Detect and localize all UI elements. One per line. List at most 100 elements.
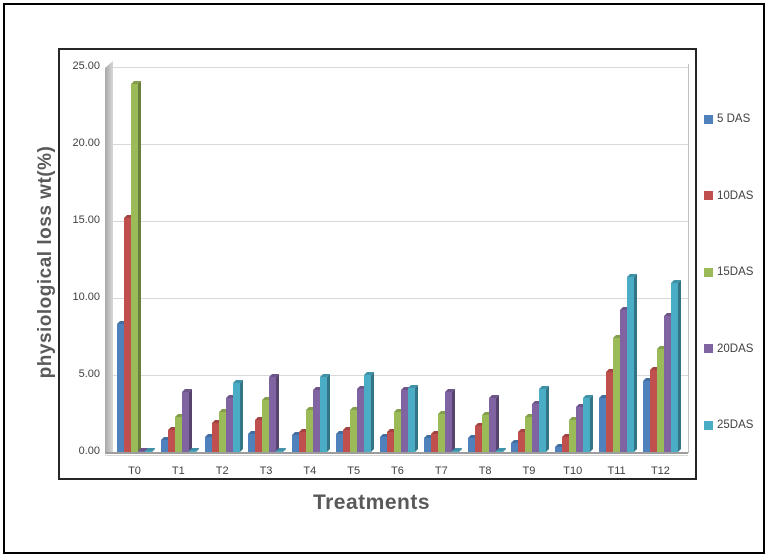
legend-entry: 5 DAS (704, 113, 750, 125)
x-tick-label: T9 (522, 465, 536, 477)
legend-swatch-icon (704, 114, 713, 124)
bar (343, 427, 354, 452)
y-tick-label: 5.00 (78, 368, 100, 380)
floor-line (105, 455, 688, 456)
bar (255, 416, 266, 452)
x-tick-label: T1 (171, 465, 185, 477)
bar (539, 385, 550, 452)
bar-side-face (634, 274, 638, 452)
bar (306, 407, 317, 452)
gridline (113, 144, 688, 145)
bar-side-face (677, 279, 681, 452)
legend-label: 15DAS (717, 266, 754, 278)
bar-side-face (546, 385, 550, 452)
bar-group-T2 (204, 379, 243, 452)
bar (444, 388, 455, 452)
x-tick-label: T4 (303, 465, 317, 477)
bar-group-T7 (423, 388, 462, 452)
bar (518, 428, 529, 452)
legend-label: 20DAS (717, 342, 754, 355)
bar (364, 372, 375, 452)
x-axis-title: Treatments (312, 491, 431, 514)
bar (437, 410, 448, 452)
bar (138, 448, 148, 452)
bar (467, 435, 478, 452)
bar (248, 430, 259, 452)
bar (269, 373, 280, 452)
x-tick-label: T5 (347, 465, 361, 477)
bar (430, 430, 441, 452)
y-axis-title: physiological loss wt(%) (35, 145, 56, 379)
legend-label: 25DAS (717, 419, 754, 431)
bar (511, 439, 522, 452)
bar (599, 395, 610, 452)
bar-group-T3 (248, 373, 287, 452)
gridline (113, 375, 688, 376)
x-tick-label: T3 (259, 465, 273, 477)
bar (160, 436, 171, 452)
bar (642, 378, 653, 452)
bar (656, 345, 667, 452)
bar (262, 396, 273, 452)
bar (276, 448, 287, 452)
bar (131, 80, 141, 452)
bar (663, 313, 674, 452)
bar-side-face (451, 388, 455, 452)
y-tick-label: 0.00 (78, 445, 100, 457)
bar (474, 422, 485, 452)
x-tick-label: T8 (478, 465, 492, 477)
bar (393, 408, 404, 452)
bar-group-T4 (292, 373, 331, 452)
bar (181, 388, 192, 452)
bar (576, 404, 587, 452)
bar-group-T8 (467, 395, 506, 452)
x-tick-label: T11 (607, 465, 626, 477)
gridline (113, 298, 688, 299)
bar (606, 368, 617, 452)
bar (386, 428, 397, 452)
bar (299, 428, 310, 452)
bar (124, 214, 134, 452)
bar-side-face (590, 395, 594, 452)
y-tick-label: 15.00 (72, 214, 100, 226)
bar (488, 395, 499, 452)
bar (204, 433, 215, 452)
bar (481, 412, 492, 452)
bar-group-T10 (555, 395, 594, 452)
bar-side-face (138, 80, 141, 452)
bar-group-T12 (642, 279, 681, 452)
bar (336, 430, 347, 452)
x-axis-line (105, 452, 688, 454)
bar (400, 387, 411, 452)
bar-group-T11 (599, 274, 638, 452)
bar (583, 395, 594, 452)
legend-swatch-icon (704, 267, 713, 277)
legend-swatch-icon (704, 191, 713, 200)
legend-swatch-icon (704, 420, 713, 430)
bar (532, 401, 543, 452)
bar (292, 432, 303, 452)
bar-side-face (327, 373, 331, 452)
bar (525, 413, 536, 452)
bar (211, 419, 222, 452)
y-tick-label: 20.00 (72, 137, 100, 149)
bar-group-T9 (511, 385, 550, 452)
bar (495, 448, 506, 452)
x-tick-label: T0 (128, 465, 141, 477)
plot-area (114, 67, 688, 452)
bar-side-face (276, 373, 280, 452)
bar (350, 407, 361, 452)
bar (451, 448, 462, 452)
bar-side-face (495, 395, 499, 452)
bar (620, 307, 631, 452)
bar (320, 373, 331, 452)
bar (627, 274, 638, 452)
bar (117, 321, 127, 452)
bar (174, 413, 185, 452)
bar-side-face (371, 372, 375, 452)
x-tick-labels: T0 T1 T2 T3 T4 T5 T6 T7 T8 T9 T10 T11 T12 (114, 465, 688, 477)
bar-side-face (188, 388, 192, 452)
bar (569, 416, 580, 452)
bar-group-T0 (117, 80, 155, 452)
legend-label: 5 DAS (717, 113, 751, 125)
